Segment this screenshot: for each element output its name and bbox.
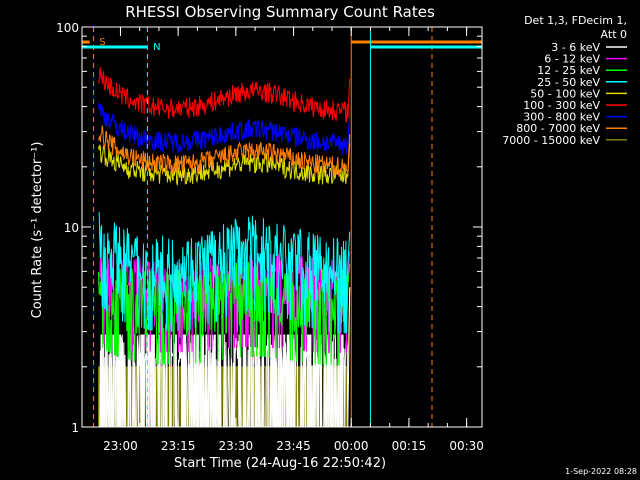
legend-entry-label: 100 - 300 keV — [523, 99, 600, 112]
legend-entry-label: 300 - 800 keV — [523, 111, 600, 124]
y-tick-label-100: 100 — [56, 21, 79, 35]
series-100-300-kev — [98, 67, 351, 123]
legend-entry-label: 6 - 12 keV — [544, 53, 600, 66]
series-25-50-kev — [98, 211, 351, 334]
legend-entry-label: 12 - 25 keV — [537, 64, 600, 77]
flag-s — [82, 27, 482, 427]
legend-entry-label: 3 - 6 keV — [551, 41, 600, 54]
chart-title: RHESSI Observing Summary Count Rates — [125, 3, 435, 21]
flag-label-n: N — [153, 42, 160, 53]
legend-entry-label: 800 - 7000 keV — [516, 122, 600, 135]
x-tick-label: 23:30 — [219, 439, 254, 453]
flag-n — [82, 27, 482, 427]
y-tick-label-10: 10 — [64, 221, 79, 235]
x-tick-label: 23:00 — [103, 439, 138, 453]
series-50-100-kev — [98, 143, 351, 186]
x-tick-label: 00:15 — [392, 439, 427, 453]
x-tick-label: 00:30 — [449, 439, 484, 453]
x-tick-label: 00:00 — [334, 439, 369, 453]
footer-timestamp: 1-Sep-2022 08:28 — [565, 467, 637, 476]
legend-header-line-2: Att 0 — [601, 28, 627, 41]
legend-entry-label: 7000 - 15000 keV — [502, 134, 600, 147]
x-tick-label: 23:15 — [161, 439, 196, 453]
series-fill-0 — [100, 334, 344, 427]
legend-entry-label: 25 - 50 keV — [537, 76, 600, 89]
series-300-800-kev — [98, 101, 351, 155]
series-800-7000-kev — [98, 125, 351, 177]
x-axis-label: Start Time (24-Aug-16 22:50:42) — [174, 456, 386, 471]
x-tick-label: 23:45 — [276, 439, 311, 453]
series-3-6-kev — [98, 287, 351, 427]
y-axis-label: Count Rate (s⁻¹ detector⁻¹) — [30, 142, 45, 319]
plot-axes: 1 10 100 23:00 23:15 23:30 23:45 00:00 00:15 00:3… — [56, 21, 484, 453]
y-tick-label-1: 1 — [71, 421, 79, 435]
legend-header-line-1: Det 1,3, FDecim 1, — [524, 14, 627, 27]
legend-entry-label: 50 - 100 keV — [530, 87, 600, 100]
flag-label-s: S — [99, 37, 105, 48]
